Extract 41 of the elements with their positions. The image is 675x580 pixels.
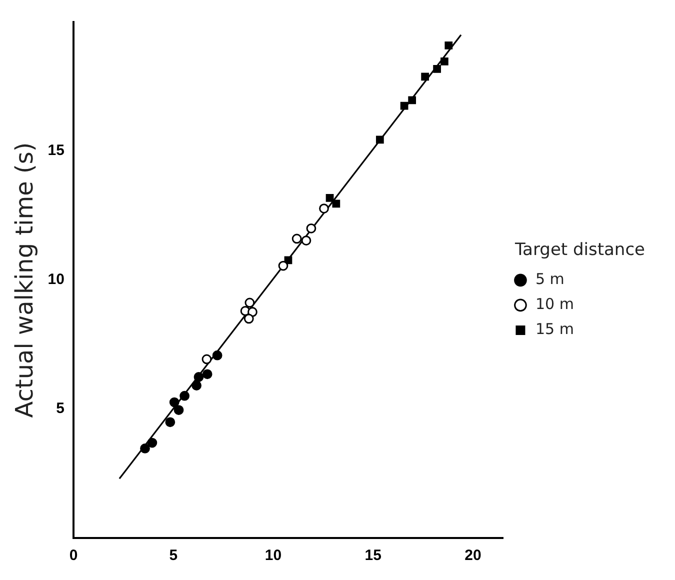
x-tick-label: 20 [464,547,482,564]
point [140,444,150,454]
point [212,350,222,360]
point [326,194,334,202]
point [147,438,158,448]
point [444,42,453,50]
legend-title: Target distance [514,240,646,260]
y-tick-label: 5 [56,400,64,418]
point [278,260,288,271]
point [284,256,292,264]
point [169,397,180,408]
x-tick-label: 5 [169,547,178,564]
x-tick-label: 0 [69,547,78,564]
y-axis-title: Actual walking time (s) [10,142,39,418]
point [180,390,190,401]
y-tick-label: 15 [48,142,64,160]
x-tick-label: 10 [264,547,282,564]
point [440,58,448,66]
point [292,234,302,244]
x-tick-label: 15 [364,547,382,564]
legend-label: 15 m [535,320,574,338]
point [408,96,416,104]
point [301,236,312,246]
point [306,223,316,234]
legend-label: 10 m [535,295,574,314]
point [421,72,429,81]
point [194,372,204,382]
point [202,354,212,364]
point [332,200,340,208]
point [433,65,441,73]
point [376,136,384,144]
legend-label: 5 m [535,270,564,288]
point [319,204,329,214]
point [192,380,202,390]
point [244,298,255,308]
point [174,405,184,415]
point [165,417,176,428]
point [202,369,212,380]
point [244,314,254,324]
point [400,102,408,110]
y-tick-label: 10 [48,271,64,288]
